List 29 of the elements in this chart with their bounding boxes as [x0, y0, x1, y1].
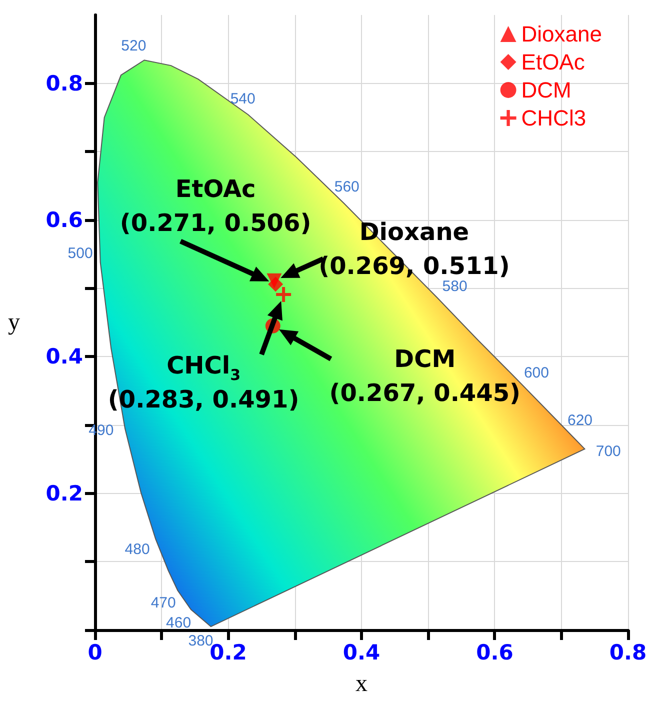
- x-tick-label: 0.4: [342, 640, 380, 664]
- annotation: 540: [230, 90, 256, 108]
- annotation: 480: [124, 540, 150, 558]
- x-tick-label: 0.6: [476, 640, 514, 664]
- y-tick-label: 0.6: [46, 208, 83, 232]
- annotation: EtOAc (0.271, 0.506): [120, 175, 312, 238]
- legend-label: Dioxane: [521, 22, 602, 46]
- annotation: 600: [524, 364, 549, 382]
- point: [268, 276, 284, 292]
- y-tick-label: 0.2: [46, 481, 83, 506]
- annotation: 520: [121, 37, 146, 54]
- x-axis-title: x: [356, 671, 368, 697]
- annotation: 500: [68, 245, 93, 262]
- legend-label: DCM: [521, 78, 572, 102]
- legend-label: CHCl3: [521, 106, 586, 130]
- y-tick-label: 0.8: [46, 71, 83, 96]
- y-axis-title: y: [8, 310, 20, 336]
- annotation: DCM (0.267, 0.445): [329, 344, 521, 407]
- annotation: 580: [442, 278, 468, 296]
- x-tick-label: 0: [88, 640, 102, 664]
- annotation: 620: [567, 412, 593, 430]
- annotation: 700: [596, 443, 621, 460]
- annotation: 470: [150, 594, 176, 612]
- y-tick-label: 0.4: [46, 344, 83, 369]
- annotation: 560: [334, 178, 360, 196]
- annotation: 460: [166, 614, 192, 632]
- point: [276, 286, 292, 302]
- legend-label: EtOAc: [521, 50, 585, 74]
- x-tick-label: 0.8: [609, 640, 647, 664]
